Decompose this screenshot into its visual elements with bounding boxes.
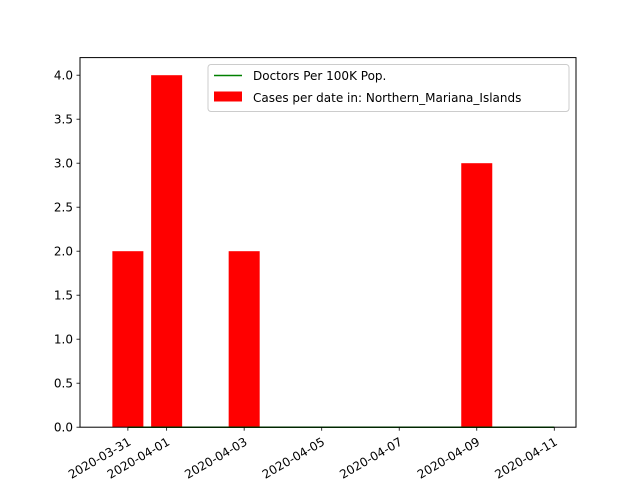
y-tick-label: 2.0 [54,245,73,259]
legend-label-cases: Cases per date in: Northern_Mariana_Isla… [253,91,521,105]
x-tick-label: 2020-04-07 [337,435,404,480]
x-tick-label: 2020-04-03 [182,435,249,480]
y-axis: 0.0 0.5 1.0 1.5 2.0 2.5 3.0 3.5 4.0 [54,69,80,435]
y-tick-label: 2.5 [54,201,73,215]
y-tick-label: 1.0 [54,333,73,347]
legend-label-doctors: Doctors Per 100K Pop. [253,69,386,83]
legend-bar-swatch [214,91,242,102]
y-tick-label: 3.0 [54,157,73,171]
y-tick-label: 0.5 [54,377,73,391]
y-tick-label: 0.0 [54,421,73,435]
bars-layer [112,75,493,428]
bar-2020-03-31 [112,251,144,428]
y-tick-label: 3.5 [54,113,73,127]
plot-frame [79,57,577,428]
y-tick-label: 1.5 [54,289,73,303]
y-tick-label: 4.0 [54,69,73,83]
x-tick-label: 2020-04-05 [260,435,327,480]
bar-2020-04-01 [151,75,183,428]
bar-2020-04-03 [228,251,260,428]
legend-box [207,64,570,112]
x-tick-label: 2020-04-09 [415,435,482,480]
x-tick-label: 2020-04-11 [492,435,559,480]
legend: Doctors Per 100K Pop. Cases per date in: … [207,64,570,112]
bar-2020-04-09 [461,163,493,428]
